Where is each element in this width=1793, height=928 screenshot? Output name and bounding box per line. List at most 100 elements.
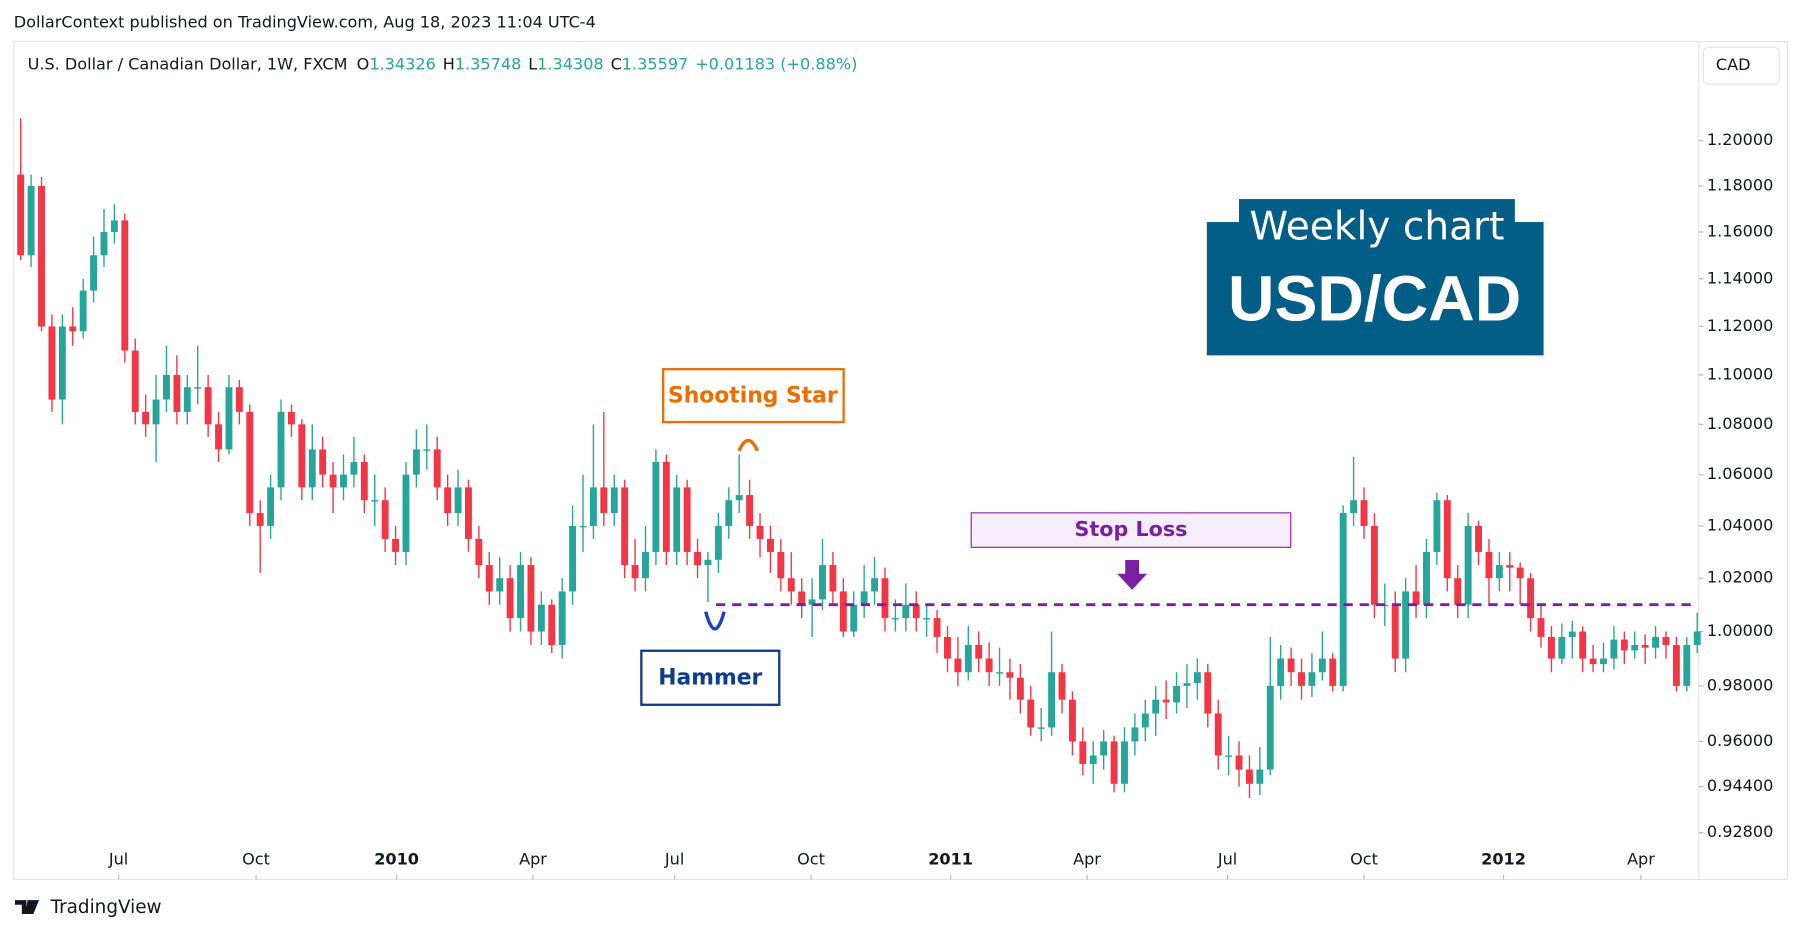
candle-body [1537, 618, 1545, 637]
candle-body [1027, 699, 1035, 728]
candle-body [1318, 658, 1326, 673]
candle-body [891, 618, 899, 620]
candle-body [38, 185, 45, 327]
candle-body [183, 387, 191, 412]
watermark-line1: Weekly chart [1249, 204, 1504, 249]
candle-body [298, 424, 306, 488]
candle-body [1433, 500, 1441, 552]
candle-body [1558, 636, 1566, 659]
candle-body [433, 449, 441, 488]
shooting-star-marker [737, 438, 760, 452]
x-tick-label: Apr [1073, 849, 1101, 868]
brand-logo [14, 900, 40, 914]
legend-value: 1.34308 [537, 54, 604, 73]
candle-body [1631, 645, 1639, 651]
candle-body [1568, 631, 1576, 637]
candle-body [1475, 525, 1482, 552]
currency-button[interactable] [1702, 46, 1780, 85]
candle-body [423, 449, 431, 451]
candle-body [871, 578, 879, 592]
candle-body [683, 487, 691, 552]
plot-area: 1.20000 1.18000 1.16000 1.14000 1.12000 1.100… [17, 118, 1774, 880]
candle-body [1579, 631, 1587, 659]
candle-body [694, 551, 701, 566]
candle-body [235, 387, 243, 412]
candle-body [944, 636, 951, 659]
candle-body [787, 578, 795, 592]
candle-body [1620, 639, 1628, 651]
candle-body [1516, 567, 1524, 579]
candle-body [1245, 769, 1253, 784]
candle-body [1641, 645, 1649, 648]
candle-body [1193, 672, 1201, 684]
stop-loss-label: Stop Loss [1074, 517, 1187, 541]
stop-loss-box [970, 512, 1292, 548]
candle-body [725, 500, 733, 526]
x-tick-label: 2011 [928, 849, 973, 868]
candle-body [600, 487, 608, 514]
y-tick-label: 1.10000 [1707, 364, 1774, 383]
y-tick-label: 1.14000 [1707, 268, 1774, 287]
candle-body [475, 538, 483, 566]
candle-body [631, 565, 639, 579]
candle-body [381, 500, 389, 539]
y-tick-label: 1.20000 [1707, 130, 1774, 149]
candle-body [558, 591, 566, 646]
legend-change: +0.01183 (+0.88%) [695, 54, 857, 73]
candle-body [1329, 658, 1337, 686]
candle-body [1068, 699, 1076, 742]
candle-body [1443, 500, 1451, 579]
watermark-line2: USD/CAD [1228, 263, 1521, 335]
candle-body [215, 424, 222, 450]
published-note: DollarContext published on TradingView.c… [14, 13, 596, 32]
candle-body [1235, 755, 1243, 770]
y-tick-label: 0.96000 [1707, 731, 1774, 750]
candle-body [465, 487, 472, 539]
x-tick-label: Oct [242, 849, 270, 868]
candle-body [392, 538, 400, 552]
candle-body [798, 591, 806, 605]
x-tick-label: 2010 [374, 849, 419, 868]
candle-body [1121, 741, 1128, 784]
candle-body [194, 387, 202, 389]
candle-body [506, 578, 514, 619]
candle-body [1110, 741, 1118, 784]
candle-body [1006, 672, 1014, 678]
candle-body [402, 474, 410, 552]
candle-body [933, 618, 941, 637]
candle-body [371, 500, 379, 502]
candle-body [1037, 727, 1045, 729]
watermark-box [1206, 222, 1544, 356]
y-tick-label: 1.02000 [1707, 568, 1774, 587]
candle-body [225, 387, 233, 450]
candle-body [1016, 677, 1024, 700]
candle-body [131, 350, 139, 412]
candle-body [48, 326, 56, 400]
candle-body [1662, 636, 1670, 646]
hammer-label: Hammer [658, 665, 762, 690]
candle-body [652, 461, 660, 552]
candle-body [27, 185, 35, 256]
candle-body [1162, 699, 1170, 703]
candle-body [589, 487, 597, 526]
candle-body [735, 495, 743, 501]
candle-body [79, 290, 87, 332]
y-tick-label: 0.98000 [1707, 675, 1774, 694]
candle-body [621, 487, 629, 566]
candle-body [1266, 685, 1274, 770]
candle-body [1495, 565, 1503, 579]
candle-body [412, 449, 420, 475]
candle-body [1693, 631, 1701, 646]
candle-body [1485, 551, 1493, 579]
candle-body [1547, 636, 1555, 659]
candle-body [1683, 645, 1691, 686]
candle-body [1370, 525, 1378, 605]
brand-name: TradingView [50, 897, 162, 918]
x-tick-label: Oct [797, 849, 825, 868]
legend-value: 1.35597 [622, 54, 689, 73]
candle-body [100, 231, 108, 256]
candle-body [319, 449, 327, 475]
candle-body [1454, 578, 1462, 605]
candle-body [1600, 658, 1607, 665]
candle-body [1173, 685, 1181, 703]
